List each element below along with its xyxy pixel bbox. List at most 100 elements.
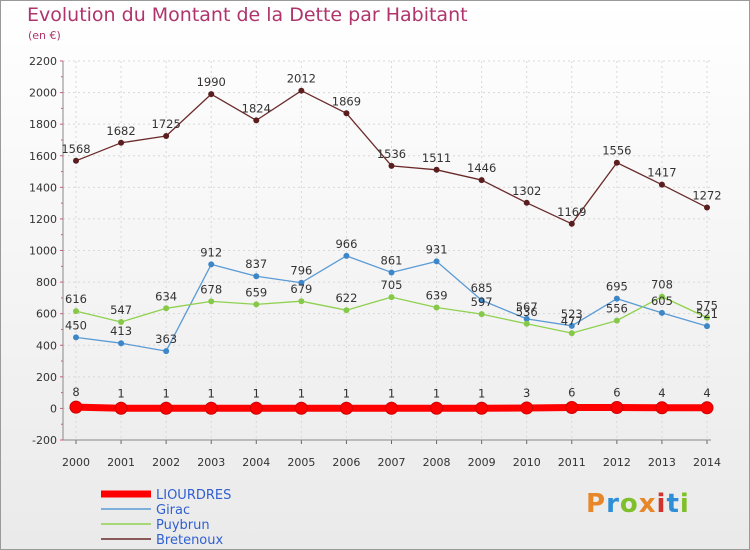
data-label-liourdres: 1 xyxy=(343,386,350,400)
point-girac xyxy=(568,322,575,329)
legend-label-girac: Girac xyxy=(156,503,190,518)
x-tick-label: 2002 xyxy=(152,456,180,469)
data-label-girac: 837 xyxy=(245,257,267,271)
data-label-liourdres: 8 xyxy=(72,385,79,399)
x-tick-label: 2014 xyxy=(693,456,721,469)
logo-letter: i xyxy=(679,489,690,519)
point-bretenoux xyxy=(118,139,125,146)
data-label-liourdres: 1 xyxy=(388,386,395,400)
data-label-liourdres: 6 xyxy=(613,385,620,399)
x-tick-label: 2006 xyxy=(332,456,360,469)
data-label-girac: 521 xyxy=(696,307,718,321)
point-bretenoux xyxy=(208,91,215,98)
point-liourdres xyxy=(700,401,714,415)
y-tick-label: 600 xyxy=(36,308,57,321)
point-bretenoux xyxy=(73,157,79,164)
point-girac xyxy=(433,258,440,265)
grid xyxy=(63,60,711,441)
point-bretenoux xyxy=(253,117,260,124)
data-label-liourdres: 1 xyxy=(208,386,215,400)
data-label-bretenoux: 1302 xyxy=(512,184,541,198)
point-girac xyxy=(208,261,215,268)
data-label-bretenoux: 1417 xyxy=(647,166,676,180)
point-girac xyxy=(73,334,79,341)
data-label-girac: 523 xyxy=(561,307,583,321)
data-label-puybrun: 705 xyxy=(381,278,403,292)
data-label-liourdres: 1 xyxy=(298,386,305,400)
data-label-liourdres: 1 xyxy=(253,386,260,400)
series-layer xyxy=(69,87,714,415)
point-puybrun xyxy=(118,319,125,326)
data-label-girac: 567 xyxy=(516,300,538,314)
data-label-girac: 450 xyxy=(65,318,87,332)
point-puybrun xyxy=(73,308,79,315)
data-label-puybrun: 556 xyxy=(606,302,628,316)
data-label-liourdres: 4 xyxy=(658,386,665,400)
point-liourdres xyxy=(430,401,444,415)
point-girac xyxy=(388,269,395,276)
point-puybrun xyxy=(478,311,485,318)
point-liourdres xyxy=(294,401,308,415)
point-puybrun xyxy=(523,320,530,327)
point-bretenoux xyxy=(433,166,440,173)
point-liourdres xyxy=(249,401,263,415)
y-tick-label: 800 xyxy=(36,276,57,289)
data-label-liourdres: 1 xyxy=(117,386,124,400)
point-puybrun xyxy=(568,330,575,337)
point-puybrun xyxy=(388,294,395,301)
data-label-girac: 685 xyxy=(471,281,493,295)
data-label-girac: 363 xyxy=(155,332,177,346)
legend-label-bretenoux: Bretenoux xyxy=(156,533,224,548)
data-label-girac: 966 xyxy=(335,237,357,251)
point-puybrun xyxy=(613,317,620,324)
data-label-girac: 861 xyxy=(381,253,403,267)
data-label-bretenoux: 1511 xyxy=(422,151,451,165)
point-puybrun xyxy=(208,298,215,305)
data-label-girac: 695 xyxy=(606,280,628,294)
point-puybrun xyxy=(343,307,350,314)
data-label-girac: 931 xyxy=(426,242,448,256)
point-liourdres xyxy=(204,401,218,415)
y-tick-label: 1600 xyxy=(29,150,57,163)
data-label-puybrun: 597 xyxy=(471,295,493,309)
point-bretenoux xyxy=(298,87,305,94)
chart-title: Evolution du Montant de la Dette par Hab… xyxy=(27,4,468,26)
data-label-puybrun: 678 xyxy=(200,282,222,296)
logo-letter: x xyxy=(638,489,657,519)
point-puybrun xyxy=(253,301,260,308)
data-label-bretenoux: 1725 xyxy=(152,117,181,131)
point-liourdres xyxy=(114,401,128,415)
x-tick-label: 2013 xyxy=(648,456,676,469)
x-tick-label: 2003 xyxy=(197,456,225,469)
point-bretenoux xyxy=(523,199,530,206)
data-label-liourdres: 3 xyxy=(523,386,530,400)
point-girac xyxy=(163,348,170,355)
y-tick-label: 2200 xyxy=(29,55,57,68)
point-girac xyxy=(523,315,530,322)
x-tick-label: 2009 xyxy=(468,456,496,469)
data-label-liourdres: 6 xyxy=(568,385,575,399)
data-label-puybrun: 634 xyxy=(155,289,177,303)
x-tick-label: 2001 xyxy=(107,456,135,469)
data-label-puybrun: 622 xyxy=(335,291,357,305)
y-tick-label: 0 xyxy=(50,402,57,415)
logo-letter: P xyxy=(586,489,607,519)
point-bretenoux xyxy=(568,220,575,227)
y-tick-label: 1800 xyxy=(29,118,57,131)
data-label-puybrun: 477 xyxy=(561,314,583,328)
data-label-bretenoux: 2012 xyxy=(287,72,316,86)
x-tick-label: 2008 xyxy=(423,456,451,469)
point-puybrun xyxy=(433,304,440,311)
data-label-liourdres: 1 xyxy=(433,386,440,400)
data-label-puybrun: 616 xyxy=(65,292,87,306)
data-label-liourdres: 1 xyxy=(162,386,169,400)
point-liourdres xyxy=(610,400,624,414)
point-girac xyxy=(118,340,125,347)
point-liourdres xyxy=(655,401,669,415)
data-label-puybrun: 639 xyxy=(426,289,448,303)
point-girac xyxy=(704,323,710,330)
point-puybrun xyxy=(163,305,170,312)
y-tick-label: 2000 xyxy=(29,87,57,100)
